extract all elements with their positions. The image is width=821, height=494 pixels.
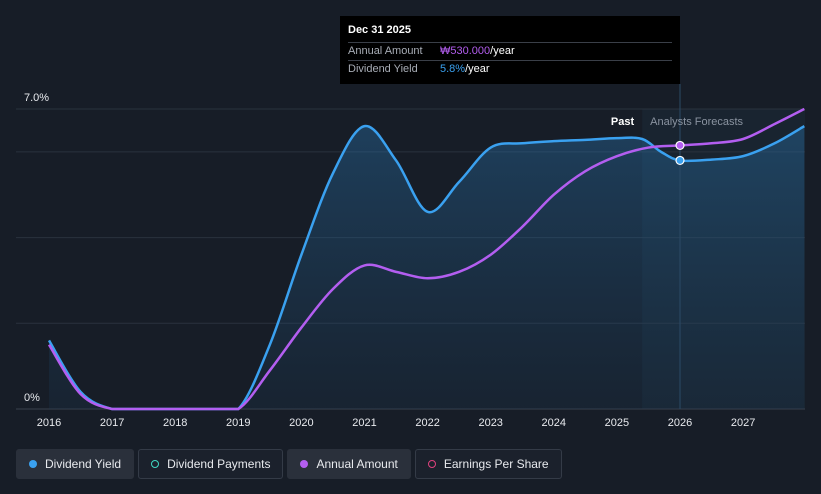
tooltip: Dec 31 2025 Annual Amount ₩530.000/year … — [340, 16, 680, 84]
annual-amount-marker — [675, 140, 685, 151]
dividend-yield-marker — [675, 155, 685, 166]
x-tick-label: 2026 — [668, 417, 692, 429]
legend: Dividend Yield Dividend Payments Annual … — [16, 449, 562, 479]
tooltip-label: Annual Amount — [348, 45, 423, 57]
dot-icon — [29, 460, 37, 468]
dividend-yield-area — [49, 125, 805, 409]
past-label: Past — [611, 116, 635, 128]
y-tick-label: 7.0% — [24, 92, 49, 104]
tooltip-unit: /year — [490, 45, 515, 57]
tooltip-date: Dec 31 2025 — [348, 24, 411, 36]
tooltip-label: Dividend Yield — [348, 63, 418, 75]
x-tick-label: 2027 — [731, 417, 755, 429]
x-tick-label: 2017 — [100, 417, 124, 429]
x-tick-label: 2022 — [415, 417, 439, 429]
x-tick-label: 2025 — [605, 417, 629, 429]
legend-label: Annual Amount — [316, 457, 398, 471]
x-tick-label: 2020 — [289, 417, 313, 429]
tooltip-value: ₩530.000 — [440, 45, 491, 57]
forecast-label: Analysts Forecasts — [650, 116, 743, 128]
x-tick-label: 2024 — [542, 417, 566, 429]
legend-label: Dividend Payments — [167, 457, 271, 471]
tooltip-row-annual-amount: Annual Amount ₩530.000/year — [348, 42, 672, 60]
dot-icon — [427, 460, 436, 468]
legend-item-dividend-payments[interactable]: Dividend Payments — [138, 449, 284, 479]
legend-item-earnings-per-share[interactable]: Earnings Per Share — [414, 449, 562, 479]
y-tick-label: 0% — [24, 392, 40, 404]
dot-icon — [300, 460, 309, 468]
x-tick-label: 2018 — [163, 417, 187, 429]
x-tick-label: 2019 — [226, 417, 250, 429]
tooltip-value: 5.8% — [440, 63, 466, 75]
legend-label: Earnings Per Share — [443, 457, 549, 471]
x-tick-label: 2016 — [37, 417, 61, 429]
x-tick-label: 2021 — [352, 417, 376, 429]
legend-item-annual-amount[interactable]: Annual Amount — [287, 449, 411, 479]
tooltip-row-dividend-yield: Dividend Yield 5.8%/year — [348, 60, 672, 78]
legend-label: Dividend Yield — [45, 457, 122, 471]
tooltip-unit: /year — [465, 63, 490, 75]
dot-icon — [151, 460, 160, 468]
x-tick-label: 2023 — [478, 417, 502, 429]
legend-item-dividend-yield[interactable]: Dividend Yield — [16, 449, 135, 479]
